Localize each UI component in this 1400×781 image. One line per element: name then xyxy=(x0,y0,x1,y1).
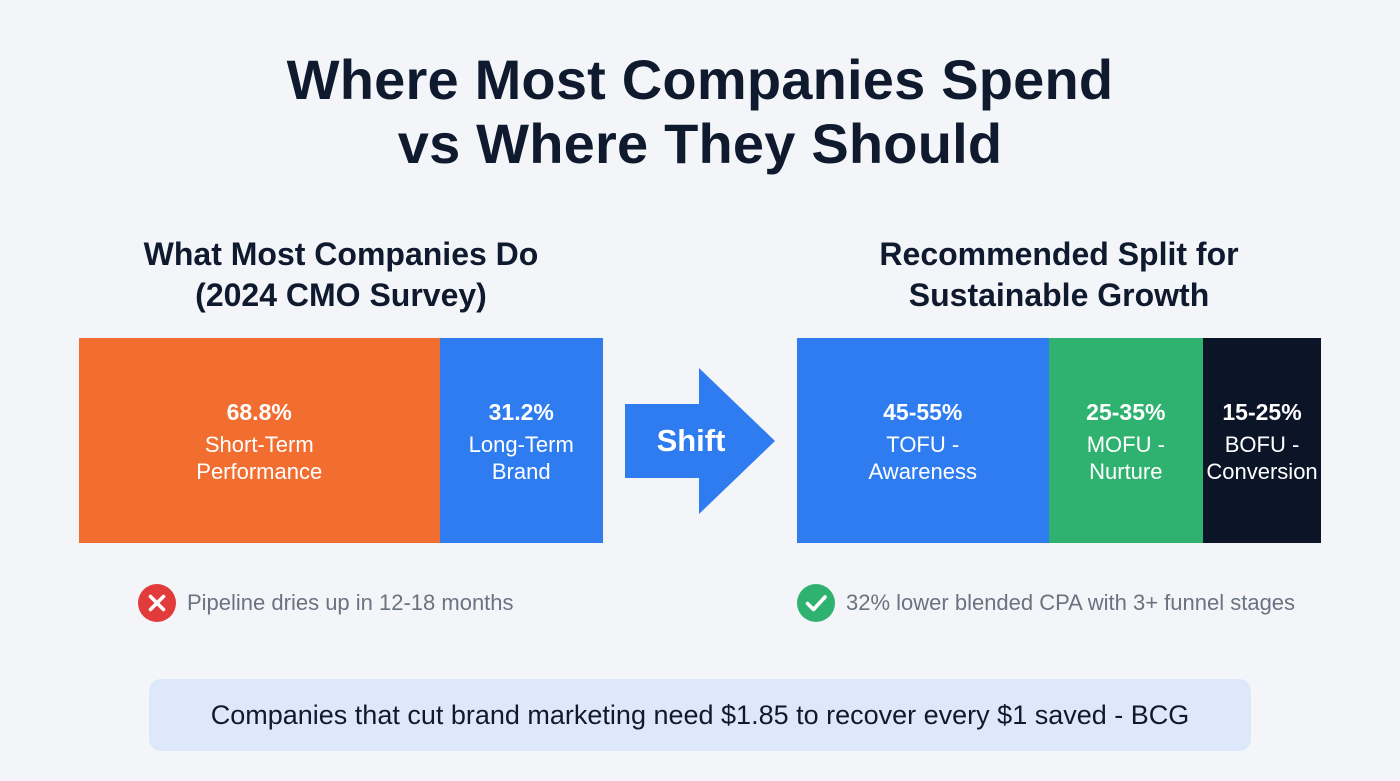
left-chart-title-line-1: What Most Companies Do xyxy=(143,236,539,272)
shift-label: Shift xyxy=(656,423,726,458)
bar-segment-short-term-performance-value: 68.8% xyxy=(226,398,292,425)
page-title-line-2: vs Where They Should xyxy=(397,112,1003,175)
bar-segment-mofu-nurture-value: 25-35% xyxy=(1086,398,1166,425)
bar-segment-bofu-conversion-label: BOFU - Conversion xyxy=(1206,431,1317,485)
bcg-callout-banner: Companies that cut brand marketing need … xyxy=(149,679,1251,751)
bar-segment-short-term-performance-label-line-1: Short-Term xyxy=(204,431,314,457)
bar-segment-short-term-performance: 68.8% Short-Term Performance xyxy=(79,338,440,543)
bar-segment-short-term-performance-label: Short-Term Performance xyxy=(196,431,322,485)
shift-arrow: Shift xyxy=(625,368,775,514)
page-title: Where Most Companies Spend vs Where They… xyxy=(0,48,1400,176)
x-circle-icon xyxy=(138,584,176,622)
bar-segment-tofu-awareness-value: 45-55% xyxy=(883,398,963,425)
bar-segment-bofu-conversion-value: 15-25% xyxy=(1222,398,1302,425)
right-chart-title: Recommended Split for Sustainable Growth xyxy=(797,234,1321,316)
bar-segment-bofu-conversion-label-line-1: BOFU - xyxy=(1224,431,1300,457)
bar-segment-long-term-brand: 31.2% Long-Term Brand xyxy=(439,338,603,543)
left-chart-title: What Most Companies Do (2024 CMO Survey) xyxy=(79,234,603,316)
right-chart-title-line-1: Recommended Split for xyxy=(879,236,1239,272)
current-spend-stacked-bar: 68.8% Short-Term Performance 31.2% Long-Term… xyxy=(79,338,603,543)
cpa-benefit-text: 32% lower blended CPA with 3+ funnel sta… xyxy=(846,590,1296,615)
bar-segment-mofu-nurture: 25-35% MOFU - Nurture xyxy=(1048,338,1204,543)
bar-segment-long-term-brand-label-line-1: Long-Term xyxy=(468,431,574,457)
pipeline-warning-note: Pipeline dries up in 12-18 months xyxy=(138,584,514,622)
left-chart-title-line-2: (2024 CMO Survey) xyxy=(195,277,487,313)
bar-segment-bofu-conversion: 15-25% BOFU - Conversion xyxy=(1203,338,1321,543)
bar-segment-long-term-brand-label-line-2: Brand xyxy=(491,458,551,484)
recommended-split-stacked-bar: 45-55% TOFU - Awareness 25-35% MOFU - Nurture… xyxy=(797,338,1321,543)
bar-segment-tofu-awareness-label-line-2: Awareness xyxy=(868,458,977,484)
bar-segment-long-term-brand-label: Long-Term Brand xyxy=(469,431,574,485)
right-arrow-icon xyxy=(625,368,775,514)
bcg-callout-text: Companies that cut brand marketing need … xyxy=(210,699,1190,730)
bar-segment-tofu-awareness-label-line-1: TOFU - xyxy=(886,431,960,457)
check-circle-background xyxy=(797,584,835,622)
page-title-line-1: Where Most Companies Spend xyxy=(286,48,1114,111)
right-arrow-shape xyxy=(625,368,775,514)
bar-segment-long-term-brand-value: 31.2% xyxy=(488,398,554,425)
bar-segment-mofu-nurture-label-line-1: MOFU - xyxy=(1086,431,1165,457)
right-chart-title-line-2: Sustainable Growth xyxy=(908,277,1210,313)
bar-segment-short-term-performance-label-line-2: Performance xyxy=(196,458,323,484)
pipeline-warning-text: Pipeline dries up in 12-18 months xyxy=(187,590,514,615)
bar-segment-tofu-awareness-label: TOFU - Awareness xyxy=(869,431,977,485)
bar-segment-mofu-nurture-label: MOFU - Nurture xyxy=(1087,431,1165,485)
bar-segment-bofu-conversion-label-line-2: Conversion xyxy=(1206,458,1318,484)
bar-segment-mofu-nurture-label-line-2: Nurture xyxy=(1089,458,1163,484)
cpa-benefit-note: 32% lower blended CPA with 3+ funnel sta… xyxy=(797,584,1296,622)
bar-segment-tofu-awareness: 45-55% TOFU - Awareness xyxy=(797,338,1049,543)
check-circle-icon xyxy=(797,584,835,622)
